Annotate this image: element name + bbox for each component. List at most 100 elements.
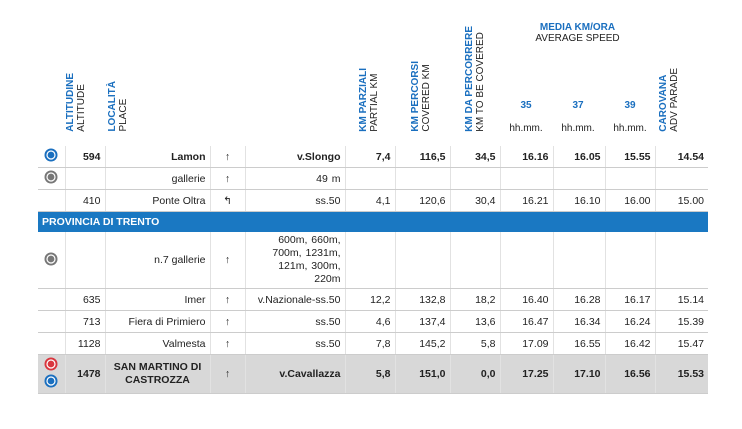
table-row: 1128 Valmesta ↑ ss.50 7,8 145,2 5,8 17.09 16.55 1…: [38, 332, 708, 355]
cell-t35: 17.09: [499, 332, 553, 355]
cell-km-covered: 120,6: [394, 189, 450, 212]
icon-cell: [38, 310, 65, 333]
cell-adv: 15.53: [654, 354, 708, 394]
table-row: 713 Fiera di Primiero ↑ ss.50 4,6 137,4 13,6 16…: [38, 310, 708, 333]
cell-t37: 16.28: [552, 288, 605, 311]
icon-cell: [38, 232, 65, 289]
speed-column-header: 37 hh.mm.: [552, 100, 604, 134]
header-title: KM DA PERCORRERE: [464, 26, 475, 132]
cell-t39: 15.55: [604, 146, 655, 168]
header-title: KM PERCORSI: [410, 61, 421, 132]
cell-dir: ↑: [209, 146, 245, 168]
cell-km-partial: [344, 232, 395, 289]
icon: [44, 148, 58, 162]
cell-t39: 16.17: [604, 288, 655, 311]
table-row: PROVINCIA DI TRENTO: [38, 211, 708, 232]
header-title: MEDIA KM/ORA: [539, 22, 616, 33]
speed-unit: hh.mm.: [509, 123, 543, 134]
cell-t35: [499, 167, 553, 190]
cell-adv: 14.54: [654, 146, 708, 168]
cell-km-partial: 12,2: [344, 288, 395, 311]
cell-km-left: 5,8: [449, 332, 500, 355]
cell-adv: [654, 232, 708, 289]
cell-km-covered: [394, 167, 450, 190]
cell-km-left: 0,0: [449, 354, 500, 394]
header-title: LOCALITÀ: [107, 81, 118, 132]
cell-road: ss.50: [244, 189, 345, 212]
cell-km-covered: 137,4: [394, 310, 450, 333]
cell-alt: 410: [64, 189, 105, 212]
cell-t39: [604, 232, 655, 289]
cell-km-left: 13,6: [449, 310, 500, 333]
cell-t35: 16.16: [499, 146, 553, 168]
cell-t35: 16.40: [499, 288, 553, 311]
cell-dir: ↑: [209, 232, 245, 289]
cell-adv: [654, 167, 708, 190]
cell-t37: 16.10: [552, 189, 605, 212]
cell-km-left: 18,2: [449, 288, 500, 311]
cell-dir: ↑: [209, 167, 245, 190]
icon-cell: [38, 189, 65, 212]
icon: [44, 170, 58, 184]
cell-t39: 16.00: [604, 189, 655, 212]
header-subtitle: ALTITUDE: [76, 84, 87, 132]
cell-t39: 16.42: [604, 332, 655, 355]
cell-road: ss.50: [244, 332, 345, 355]
cell-t37: 17.10: [552, 354, 605, 394]
cell-place: SAN MARTINO DI CASTROZZA: [104, 354, 210, 394]
cell-adv: 15.00: [654, 189, 708, 212]
table-row: 1478 SAN MARTINO DI CASTROZZA ↑ v.Cavallazz…: [38, 354, 708, 394]
cell-place: Fiera di Primiero: [104, 310, 210, 333]
speed-column-header: 39 hh.mm.: [604, 100, 656, 134]
icon: [44, 374, 58, 388]
cell-km-partial: [344, 167, 395, 190]
route-table: ALTITUDINE ALTITUDE LOCALITÀ PLACE KM PARZIA…: [38, 0, 708, 394]
column-header: KM DA PERCORRERE KM TO BE COVERED: [464, 26, 486, 132]
section-title: PROVINCIA DI TRENTO: [38, 211, 708, 232]
cell-dir: ↰: [209, 189, 245, 212]
cell-t37: 16.55: [552, 332, 605, 355]
header-subtitle: ADV PARADE: [669, 68, 680, 132]
cell-alt: [64, 167, 105, 190]
header-subtitle: AVERAGE SPEED: [535, 33, 620, 44]
cell-km-left: [449, 167, 500, 190]
speed-unit: hh.mm.: [561, 123, 595, 134]
cell-km-covered: 151,0: [394, 354, 450, 394]
cell-dir: ↑: [209, 332, 245, 355]
cell-t37: 16.34: [552, 310, 605, 333]
icon: [44, 357, 58, 371]
header-subtitle: PARTIAL KM: [369, 73, 380, 132]
cell-t35: 17.25: [499, 354, 553, 394]
cell-km-covered: 145,2: [394, 332, 450, 355]
cell-t39: [604, 167, 655, 190]
cell-km-partial: 7,4: [344, 146, 395, 168]
speed-title: 37: [572, 100, 584, 111]
cell-km-covered: 116,5: [394, 146, 450, 168]
cell-alt: 635: [64, 288, 105, 311]
cell-t35: 16.47: [499, 310, 553, 333]
cell-km-partial: 7,8: [344, 332, 395, 355]
cell-adv: 15.14: [654, 288, 708, 311]
header-title: ALTITUDINE: [65, 73, 76, 132]
cell-t37: [552, 232, 605, 289]
cell-place: Ponte Oltra: [104, 189, 210, 212]
cell-t35: 16.21: [499, 189, 553, 212]
cell-alt: [64, 232, 105, 289]
cell-place: Lamon: [104, 146, 210, 168]
table-header: ALTITUDINE ALTITUDE LOCALITÀ PLACE KM PARZIA…: [38, 0, 708, 146]
column-header: KM PERCORSI COVERED KM: [410, 61, 432, 132]
cell-km-partial: 4,1: [344, 189, 395, 212]
cell-dir: ↑: [209, 310, 245, 333]
cell-km-left: 30,4: [449, 189, 500, 212]
icon: [44, 252, 58, 265]
cell-km-left: 34,5: [449, 146, 500, 168]
cell-adv: 15.47: [654, 332, 708, 355]
cell-t37: [552, 167, 605, 190]
cell-road: v.Nazionale-ss.50: [244, 288, 345, 311]
cell-km-covered: [394, 232, 450, 289]
cell-alt: 1128: [64, 332, 105, 355]
column-header: KM PARZIALI PARTIAL KM: [358, 68, 380, 132]
header-subtitle: KM TO BE COVERED: [475, 32, 486, 132]
icon-cell: [38, 332, 65, 355]
header-title: CAROVANA: [658, 74, 669, 132]
